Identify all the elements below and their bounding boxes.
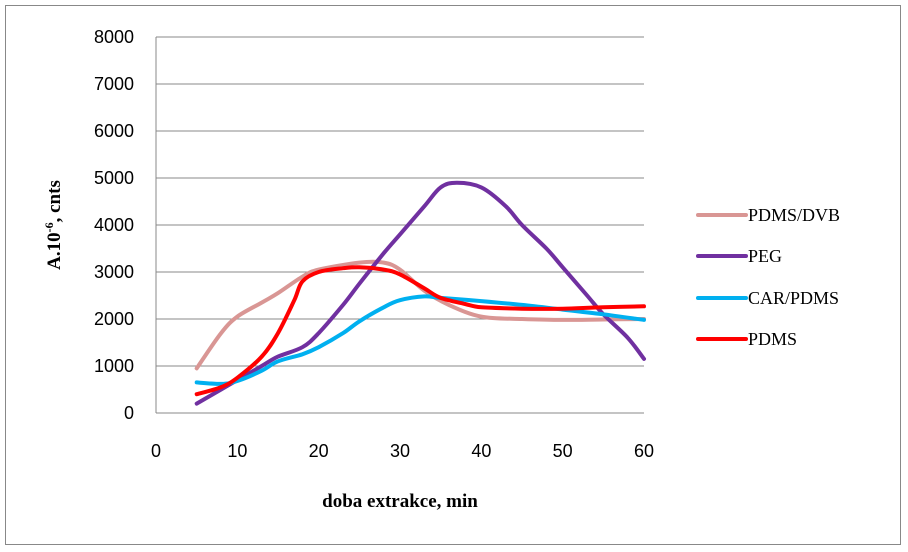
y-tick-label: 6000 (94, 121, 134, 141)
x-tick-label: 10 (227, 441, 247, 461)
y-tick-label: 5000 (94, 168, 134, 188)
y-tick-label: 2000 (94, 309, 134, 329)
y-tick-label: 8000 (94, 27, 134, 47)
series-lines (194, 180, 646, 406)
x-axis-title: doba extrakce, min (322, 491, 478, 512)
x-tick-label: 60 (634, 441, 654, 461)
y-tick-label: 1000 (94, 356, 134, 376)
x-tick-label: 0 (151, 441, 161, 461)
x-tick-label: 30 (390, 441, 410, 461)
legend-label-pdms-dvb: PDMS/DVB (748, 205, 840, 225)
axes (155, 37, 644, 414)
y-tick-label: 3000 (94, 262, 134, 282)
legend-label-pdms: PDMS (748, 329, 797, 349)
y-tick-label: 7000 (94, 74, 134, 94)
y-axis-title: A.10-6, cnts (42, 180, 65, 270)
series-line-pdms (194, 265, 646, 397)
legend-label-peg: PEG (748, 246, 782, 266)
x-tick-label: 40 (471, 441, 491, 461)
legend-label-car-pdms: CAR/PDMS (748, 288, 839, 308)
y-tick-label: 4000 (94, 215, 134, 235)
series-line-pdms-dvb (194, 259, 646, 371)
y-axis-title-rest: , cnts (44, 180, 65, 222)
y-tick-label: 0 (124, 403, 134, 423)
series-line-peg (194, 180, 646, 406)
series-line-car-pdms (194, 294, 646, 386)
x-tick-label: 20 (309, 441, 329, 461)
x-tick-label: 50 (553, 441, 573, 461)
chart-frame (5, 5, 901, 545)
gridlines (156, 36, 644, 367)
y-axis-title-superscript: -6 (42, 222, 56, 232)
legend: PDMS/DVB PEG CAR/PDMS PDMS (696, 205, 840, 349)
y-tick-labels: 0 1000 2000 3000 4000 5000 6000 7000 8000 (94, 27, 134, 423)
x-tick-labels: 0 10 20 30 40 50 60 (151, 441, 654, 461)
y-axis-title-main: A.10 (44, 232, 65, 269)
